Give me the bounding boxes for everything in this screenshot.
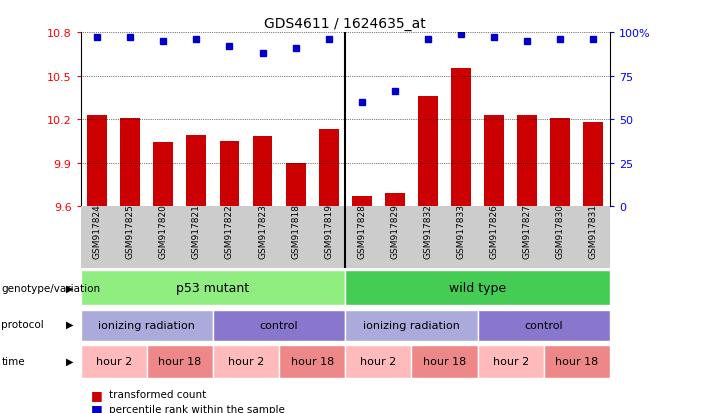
Bar — [418, 97, 438, 206]
Bar — [411, 345, 477, 378]
Text: hour 18: hour 18 — [423, 356, 466, 366]
Bar — [352, 197, 372, 206]
Bar — [451, 69, 471, 206]
Text: protocol: protocol — [1, 319, 44, 329]
Bar — [517, 116, 537, 206]
Text: control: control — [260, 320, 299, 330]
Text: ▶: ▶ — [66, 356, 74, 366]
Text: hour 2: hour 2 — [360, 356, 397, 366]
Bar — [219, 142, 240, 206]
Text: transformed count: transformed count — [109, 389, 206, 399]
Text: hour 2: hour 2 — [228, 356, 264, 366]
Bar — [385, 194, 404, 206]
Text: ionizing radiation: ionizing radiation — [363, 320, 460, 330]
Text: ■: ■ — [91, 402, 103, 413]
Text: hour 18: hour 18 — [158, 356, 201, 366]
Text: hour 2: hour 2 — [95, 356, 132, 366]
Text: ▶: ▶ — [66, 283, 74, 293]
Title: GDS4611 / 1624635_at: GDS4611 / 1624635_at — [264, 17, 426, 31]
Bar — [147, 345, 213, 378]
Bar — [484, 116, 504, 206]
Text: time: time — [1, 356, 25, 366]
Bar — [583, 123, 604, 206]
Text: genotype/variation: genotype/variation — [1, 283, 100, 293]
Text: hour 18: hour 18 — [290, 356, 334, 366]
Bar — [252, 137, 273, 206]
Bar — [81, 345, 147, 378]
Bar — [544, 345, 610, 378]
Text: p53 mutant: p53 mutant — [177, 282, 250, 294]
Bar — [213, 345, 279, 378]
Bar — [346, 310, 477, 341]
Bar — [346, 271, 610, 306]
Text: ionizing radiation: ionizing radiation — [98, 320, 195, 330]
Bar — [87, 116, 107, 206]
Bar — [81, 271, 346, 306]
Bar — [477, 345, 544, 378]
Text: hour 18: hour 18 — [555, 356, 599, 366]
Bar — [550, 119, 570, 206]
Text: percentile rank within the sample: percentile rank within the sample — [109, 404, 285, 413]
Bar — [319, 130, 339, 206]
Bar — [81, 310, 213, 341]
Bar — [154, 143, 173, 206]
Text: ▶: ▶ — [66, 319, 74, 329]
Bar — [286, 163, 306, 206]
Bar — [121, 119, 140, 206]
Bar — [477, 310, 610, 341]
Text: ■: ■ — [91, 388, 103, 401]
Bar — [213, 310, 346, 341]
Text: wild type: wild type — [449, 282, 506, 294]
Bar — [279, 345, 346, 378]
Text: control: control — [524, 320, 563, 330]
Bar — [346, 345, 411, 378]
Text: hour 2: hour 2 — [493, 356, 529, 366]
Bar — [186, 136, 206, 206]
